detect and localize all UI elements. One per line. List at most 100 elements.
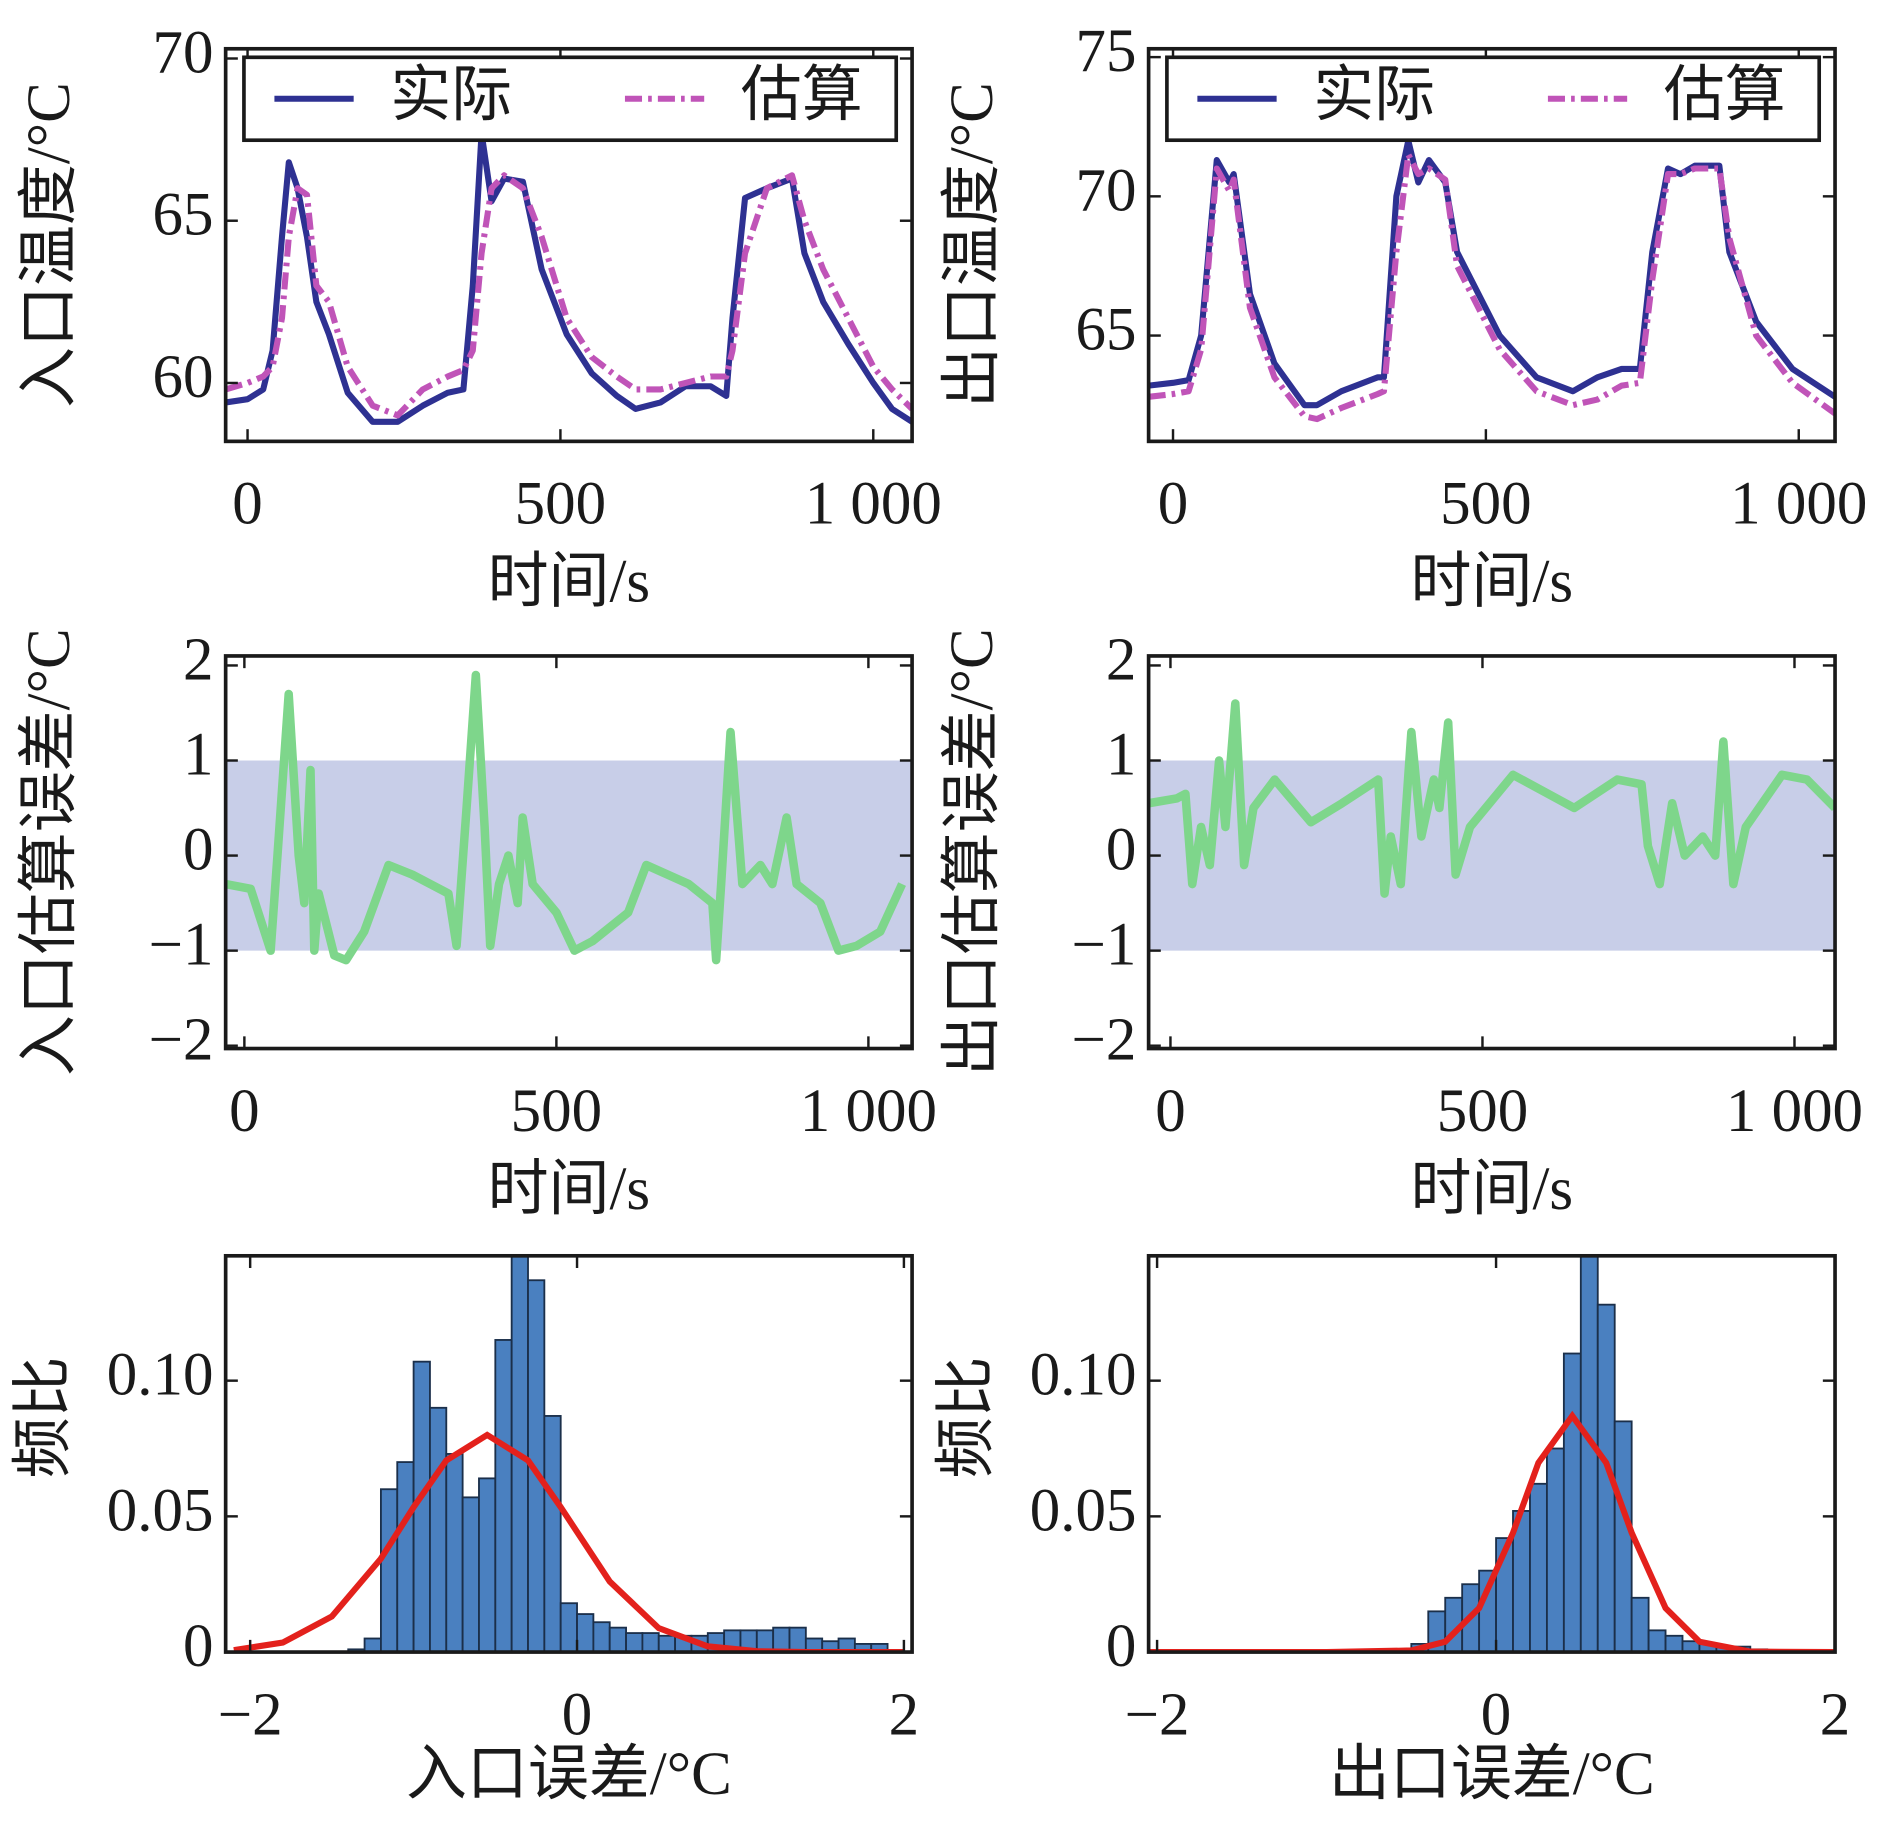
hist-bar	[494, 1339, 513, 1653]
y-tick-label: 0.05	[1030, 1477, 1137, 1544]
hist-bar	[592, 1621, 611, 1653]
y-tick-label: 1	[1106, 721, 1136, 788]
legend-label: 实际	[1313, 62, 1435, 129]
y-tick-label: 0.05	[107, 1477, 214, 1544]
panel: 0 500 1 000 −2 −1 0 1 2 时间/s 出口估算误差/°C	[939, 626, 1863, 1222]
y-tick-label: −1	[1072, 912, 1137, 979]
hist-bar	[1664, 1634, 1684, 1653]
plot-area	[225, 130, 913, 425]
hist-bar	[608, 1626, 627, 1653]
legend-label: 估算	[741, 62, 863, 129]
x-tick-label: 0	[1158, 471, 1188, 538]
y-axis-label: 频比	[10, 1356, 77, 1478]
plot-area	[233, 1255, 904, 1653]
x-tick-label: −2	[218, 1681, 283, 1748]
legend-label: 估算	[1664, 62, 1786, 129]
hist-bar	[1545, 1447, 1565, 1653]
hist-bar	[396, 1461, 415, 1653]
hist-bar	[1647, 1629, 1667, 1653]
x-tick-label: 2	[889, 1681, 919, 1748]
fit-curve	[1148, 1410, 1836, 1653]
x-tick-label: 1 000	[800, 1078, 937, 1145]
hist-bar	[363, 1637, 382, 1653]
y-tick-label: 2	[183, 626, 213, 693]
y-tick-label: 0	[1106, 1613, 1136, 1680]
hist-bar	[543, 1415, 562, 1653]
x-tick-label: 500	[511, 1078, 602, 1145]
axes-frame	[223, 654, 914, 1051]
x-axis-label: 时间/s	[1411, 1156, 1574, 1223]
y-axis-label: 出口温度/°C	[939, 82, 1006, 408]
hist-bar	[1529, 1482, 1548, 1653]
hist-bar	[478, 1477, 497, 1653]
y-tick-label: 60	[153, 344, 214, 411]
y-tick-label: −2	[1072, 1007, 1137, 1074]
y-tick-label: 0	[183, 817, 213, 884]
y-tick-label: 0	[1106, 817, 1136, 884]
axes-frame	[1146, 654, 1837, 1051]
x-tick-label: 1 000	[1726, 1078, 1863, 1145]
axes-frame	[1146, 1253, 1837, 1654]
axes-frame	[223, 46, 914, 444]
y-axis-label: 入口温度/°C	[16, 82, 83, 408]
hist-bar	[445, 1453, 464, 1653]
axes-frame	[1146, 46, 1837, 444]
x-tick-label: 0	[1155, 1078, 1185, 1145]
legend: 实际 估算	[242, 55, 899, 143]
axes-frame	[223, 1253, 914, 1654]
y-tick-label: 0.10	[1030, 1342, 1137, 1409]
panel: 0 500 1 000 60 65 70 时间/s 入口温度/°C 实际 估算	[16, 19, 942, 615]
hist-bar	[772, 1626, 791, 1653]
plot-area	[225, 670, 913, 965]
series-line	[225, 172, 913, 419]
series-line	[1148, 699, 1836, 898]
x-tick-label: 500	[515, 471, 606, 538]
y-axis-label: 出口估算误差/°C	[939, 628, 1006, 1076]
hist-bar	[657, 1634, 677, 1653]
plot-area	[1148, 1255, 1836, 1653]
y-tick-label: 65	[1075, 297, 1136, 364]
plot-area	[1148, 699, 1836, 951]
hist-bar	[559, 1602, 578, 1653]
x-tick-label: 1 000	[805, 471, 942, 538]
x-tick-label: 0	[562, 1681, 592, 1748]
hist-bar	[641, 1632, 660, 1653]
hist-bar	[1562, 1352, 1582, 1653]
x-tick-label: 2	[1820, 1681, 1850, 1748]
x-tick-label: 0	[1481, 1681, 1511, 1748]
panel: 0 500 1 000 −2 −1 0 1 2 时间/s 入口估算误差/°C	[16, 626, 937, 1222]
y-tick-label: 1	[183, 721, 213, 788]
y-tick-label: 75	[1075, 18, 1136, 85]
y-tick-label: 70	[1075, 157, 1136, 224]
x-axis-label: 时间/s	[488, 1156, 651, 1223]
x-axis-label: 出口误差/°C	[1329, 1741, 1655, 1808]
y-tick-label: −2	[149, 1007, 214, 1074]
y-tick-label: 65	[153, 182, 214, 249]
y-axis-label: 频比	[933, 1356, 1000, 1478]
hist-bar	[1613, 1420, 1633, 1653]
x-tick-label: 0	[232, 471, 262, 538]
x-tick-label: 1 000	[1730, 471, 1867, 538]
x-axis-label: 入口误差/°C	[406, 1741, 732, 1808]
hist-bar	[1579, 1255, 1599, 1653]
hist-bar	[576, 1613, 595, 1653]
x-axis-label: 时间/s	[488, 549, 651, 616]
series-line	[225, 130, 913, 425]
hist-bar	[379, 1488, 399, 1653]
y-tick-label: 2	[1106, 626, 1136, 693]
band	[225, 760, 913, 951]
legend-label: 实际	[390, 62, 512, 129]
y-tick-label: 0	[183, 1613, 213, 1680]
y-axis-label: 入口估算误差/°C	[16, 628, 83, 1076]
hist-bar	[429, 1406, 448, 1653]
series-line	[1148, 151, 1836, 423]
x-tick-label: 0	[229, 1078, 259, 1145]
panel: 0 500 1 000 65 70 75 时间/s 出口温度/°C 实际 估算	[939, 18, 1867, 616]
hist-bar	[1630, 1596, 1650, 1653]
y-tick-label: −1	[149, 912, 214, 979]
hist-bar	[788, 1626, 807, 1653]
y-tick-label: 70	[153, 19, 214, 86]
